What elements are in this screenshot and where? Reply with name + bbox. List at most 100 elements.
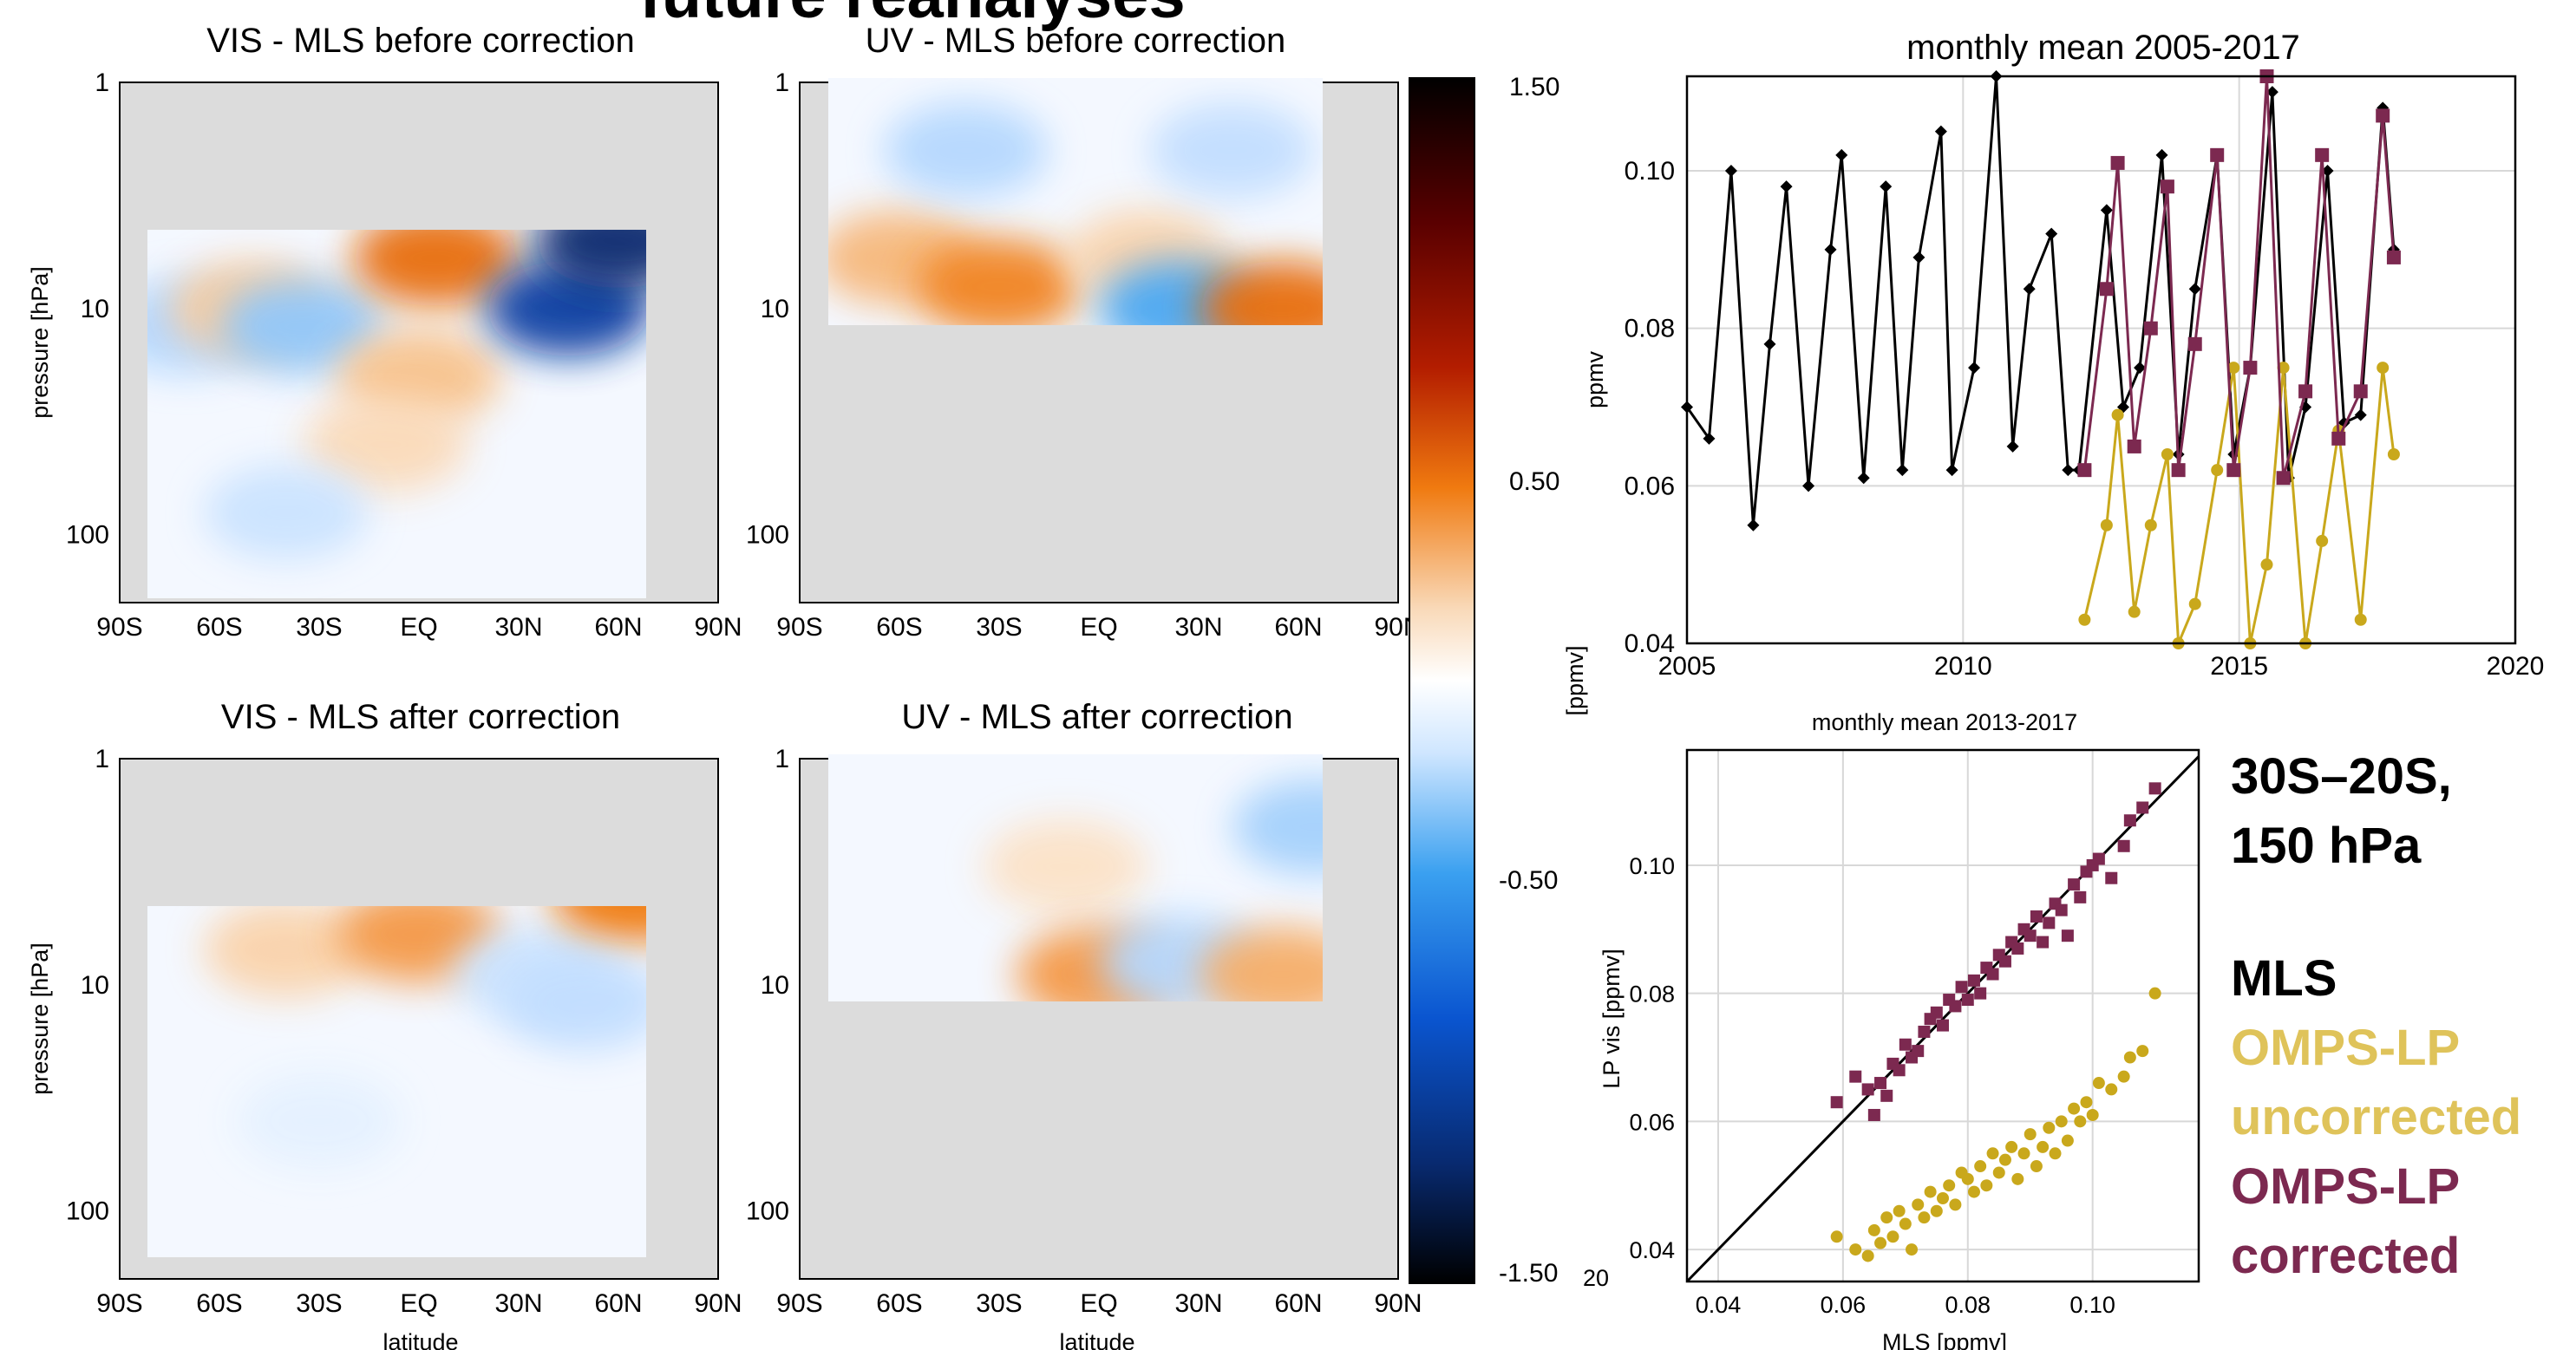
data-point bbox=[2276, 471, 2291, 486]
heatmap-ytick: 10 bbox=[761, 971, 789, 1000]
location-label-line: 30S–20S, bbox=[2231, 748, 2452, 805]
heatmap-cell bbox=[203, 465, 369, 561]
data-point bbox=[2227, 362, 2240, 375]
legend-entry-line: OMPS-LP bbox=[2231, 1020, 2460, 1076]
data-point bbox=[2086, 1108, 2099, 1121]
data-point bbox=[2136, 1045, 2149, 1058]
data-point bbox=[2030, 1160, 2043, 1173]
data-point bbox=[2161, 448, 2174, 460]
heatmap-ytick: 100 bbox=[746, 1197, 789, 1226]
heatmap-xlabel: latitude bbox=[1059, 1329, 1134, 1350]
x-tick: 0.08 bbox=[1945, 1292, 1991, 1318]
legend-entry: MLS bbox=[2231, 950, 2337, 1007]
data-point bbox=[1867, 1108, 1880, 1121]
heatmap-xtick: 90N bbox=[694, 1289, 742, 1318]
heatmap-title: VIS - MLS before correction bbox=[206, 22, 635, 60]
colorbar: 1.50 0.50 -0.50 -1.50 [ppmv] bbox=[1409, 73, 1588, 1288]
data-point bbox=[1861, 1249, 1874, 1262]
data-point bbox=[2243, 361, 2258, 375]
data-point bbox=[2061, 929, 2074, 942]
page-header: future reanalyses bbox=[639, 0, 1185, 32]
heatmap-title: VIS - MLS after correction bbox=[221, 698, 620, 736]
data-point bbox=[1899, 1038, 1912, 1051]
heatmap-cell bbox=[237, 1073, 402, 1169]
heatmap-cell bbox=[502, 955, 646, 1051]
data-point bbox=[1968, 362, 1981, 375]
data-point bbox=[2100, 204, 2113, 217]
y-tick: 0.04 bbox=[1629, 1237, 1675, 1263]
heatmap-ytick: 100 bbox=[66, 521, 109, 550]
heatmap-ytick: 1 bbox=[95, 68, 109, 97]
y-tick: 0.08 bbox=[1629, 982, 1675, 1008]
heatmap-title: UV - MLS before correction bbox=[866, 22, 1286, 60]
legend-entry: OMPS-LP uncorrected bbox=[2231, 1020, 2521, 1145]
data-point bbox=[2062, 464, 2075, 477]
heatmap-xtick: 90S bbox=[776, 613, 822, 642]
x-tick: 2020 bbox=[2487, 652, 2545, 681]
colorbar-tick: -0.50 bbox=[1499, 866, 1558, 895]
heatmap-cell bbox=[1232, 779, 1323, 875]
data-point bbox=[2030, 910, 2043, 923]
heatmap-xtick: EQ bbox=[1080, 613, 1117, 642]
heatmap-ylabel: pressure [hPa] bbox=[27, 266, 53, 419]
data-point bbox=[2155, 148, 2168, 161]
data-point bbox=[2265, 86, 2279, 99]
heatmap-ytick: 10 bbox=[81, 295, 109, 323]
data-point bbox=[1830, 1096, 1843, 1109]
scatter-stray-label: 20 bbox=[1583, 1265, 1609, 1291]
data-point bbox=[1943, 1179, 1956, 1192]
data-point bbox=[2011, 1172, 2024, 1185]
data-point bbox=[2148, 782, 2161, 795]
data-point bbox=[2105, 1083, 2118, 1096]
data-point bbox=[2017, 1147, 2030, 1160]
heatmap-xtick: 60N bbox=[1274, 613, 1322, 642]
data-point bbox=[2068, 878, 2081, 891]
data-point bbox=[1874, 1236, 1887, 1249]
data-point bbox=[1861, 1083, 1874, 1096]
heatmap-xtick: 90S bbox=[776, 1289, 822, 1318]
heatmap-ytick: 1 bbox=[95, 745, 109, 773]
data-point bbox=[1924, 1185, 1937, 1198]
scatter-xlabel: MLS [ppmv] bbox=[1882, 1329, 2007, 1350]
data-point bbox=[1802, 479, 1815, 492]
data-point bbox=[2134, 362, 2147, 375]
x-tick: 2005 bbox=[1658, 652, 1716, 681]
data-point bbox=[2277, 362, 2290, 375]
data-point bbox=[1906, 1243, 1919, 1256]
data-point bbox=[1724, 165, 1737, 177]
data-point bbox=[2136, 801, 2149, 814]
y-tick: 0.06 bbox=[1629, 1109, 1675, 1135]
plot-frame bbox=[1685, 748, 2200, 1283]
colorbar-tick: 1.50 bbox=[1509, 73, 1559, 101]
data-point bbox=[1899, 1217, 1912, 1230]
data-point bbox=[2354, 408, 2367, 421]
heatmap-xtick: 30S bbox=[296, 613, 342, 642]
data-point bbox=[2143, 321, 2158, 336]
heatmap-xtick: EQ bbox=[1080, 1289, 1117, 1318]
timeseries-title: monthly mean 2005-2017 bbox=[1906, 29, 2300, 67]
data-point bbox=[2321, 165, 2334, 177]
data-point bbox=[2331, 431, 2346, 446]
x-tick: 0.06 bbox=[1821, 1292, 1867, 1318]
timeseries-chart: monthly mean 2005-2017 ppmv 2005 2010 2015… bbox=[1582, 29, 2544, 681]
data-point bbox=[2353, 384, 2368, 399]
data-point bbox=[1880, 1211, 1893, 1224]
colorbar-label: [ppmv] bbox=[1562, 645, 1588, 715]
data-point bbox=[1955, 981, 1968, 994]
heatmap-xtick: 30N bbox=[494, 1289, 542, 1318]
heatmap-xtick: 30S bbox=[296, 1289, 342, 1318]
heatmap-xtick: 30N bbox=[1174, 1289, 1222, 1318]
data-point bbox=[2160, 179, 2174, 194]
heatmap-ytick: 10 bbox=[81, 971, 109, 1000]
data-point bbox=[2037, 1140, 2050, 1153]
data-point bbox=[1930, 1204, 1943, 1217]
data-point bbox=[2316, 534, 2329, 547]
heatmap-xtick: 30N bbox=[494, 613, 542, 642]
data-point bbox=[2077, 463, 2092, 478]
x-tick: 0.04 bbox=[1696, 1292, 1742, 1318]
heatmap-vis-after: VIS - MLS after correction pressure [hPa… bbox=[27, 698, 742, 1350]
data-point bbox=[2006, 440, 2019, 453]
y-tick: 0.06 bbox=[1625, 472, 1675, 500]
data-point bbox=[2298, 384, 2313, 399]
data-point bbox=[1874, 1077, 1887, 1090]
